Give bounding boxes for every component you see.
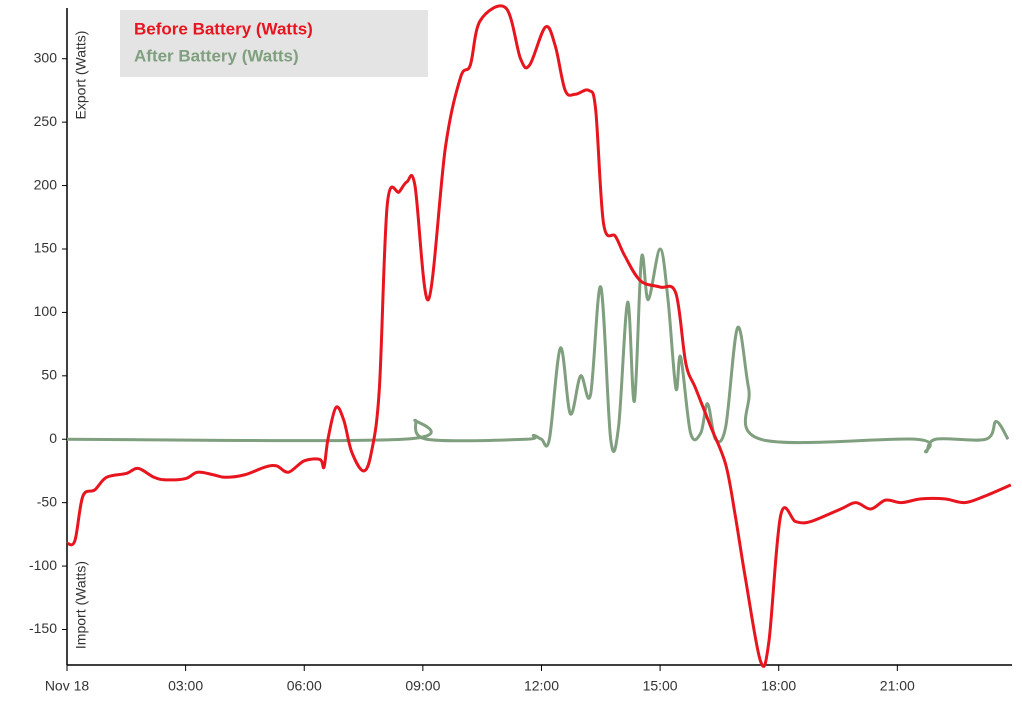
legend-entry: After Battery (Watts) (134, 46, 299, 65)
y-tick-label: 250 (34, 113, 58, 129)
y-tick-label: 50 (41, 367, 57, 383)
y-tick-label: 100 (34, 303, 58, 319)
y-tick-label: -50 (37, 493, 57, 509)
x-tick-label: 06:00 (287, 678, 322, 694)
legend-box (120, 10, 428, 77)
x-tick-label: 21:00 (880, 678, 915, 694)
y-tick-label: 150 (34, 240, 58, 256)
y-axis-label: Import (Watts) (73, 561, 89, 649)
y-tick-label: 0 (49, 430, 57, 446)
x-tick-label: 15:00 (643, 678, 678, 694)
x-tick-label: 12:00 (524, 678, 559, 694)
x-tick-label: 18:00 (761, 678, 796, 694)
series-line (66, 4, 1012, 668)
y-tick-label: 200 (34, 176, 58, 192)
y-tick-label: -150 (29, 620, 57, 636)
ticks: -150 -100 -50 0 50 100 150 200 250 300 Nov 18 03:00… (29, 8, 1012, 694)
y-axis-label: Export (Watts) (73, 31, 89, 120)
legend-entry: Before Battery (Watts) (134, 19, 313, 38)
series-line (66, 247, 1010, 454)
x-tick-label: 03:00 (168, 678, 203, 694)
y-tick-label: 300 (34, 49, 58, 65)
series (66, 4, 1012, 668)
x-tick-label: Nov 18 (45, 678, 90, 694)
x-tick-label: 09:00 (405, 678, 440, 694)
y-tick-label: -100 (29, 557, 57, 573)
